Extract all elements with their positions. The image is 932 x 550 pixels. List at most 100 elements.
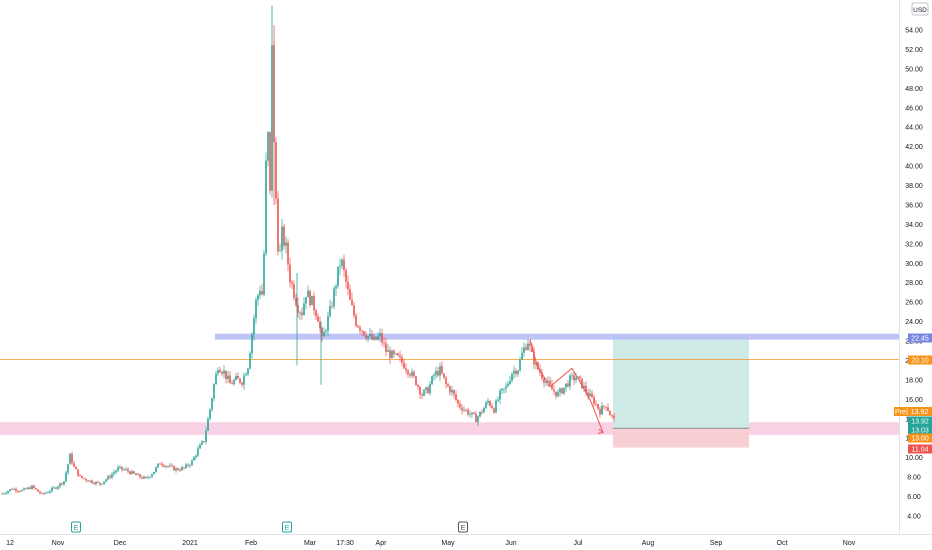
zones-layer [0, 333, 900, 448]
candle [51, 486, 53, 493]
candle [345, 267, 347, 289]
y-tick-label: 24.00 [905, 319, 923, 326]
candle [517, 369, 519, 377]
candle [101, 483, 103, 485]
candle [71, 451, 73, 466]
candle [211, 397, 213, 412]
candle [613, 413, 615, 422]
candle [475, 410, 477, 423]
candle [257, 293, 259, 307]
y-tick-label: 8.00 [907, 475, 921, 482]
candle [567, 379, 569, 388]
candles-layer [1, 5, 615, 496]
candle [151, 473, 153, 479]
candle [37, 489, 39, 492]
candle [477, 415, 479, 427]
candle [195, 454, 197, 460]
price-badge[interactable]: 20.10 [908, 355, 932, 365]
candle [409, 372, 411, 378]
y-tick-label: 30.00 [905, 261, 923, 268]
trend-arrow[interactable] [529, 338, 604, 433]
price-badge-text: 22.45 [911, 336, 929, 343]
candle [203, 441, 205, 443]
candle [291, 279, 293, 290]
candle [569, 373, 571, 391]
resistance-band[interactable] [215, 333, 900, 340]
candle [89, 480, 91, 483]
candle [263, 249, 265, 297]
price-badge[interactable]: 11.04 [908, 444, 932, 454]
candle [103, 481, 105, 486]
candle [379, 328, 381, 343]
candle [61, 482, 63, 486]
y-tick-label: 48.00 [905, 86, 923, 93]
candle [489, 399, 491, 408]
candle [23, 487, 25, 491]
candle [153, 471, 155, 475]
y-tick-label: 34.00 [905, 222, 923, 229]
pre-market-badge[interactable]: Pre 13.92 [894, 407, 932, 416]
price-badge[interactable]: 13.03 [908, 425, 932, 435]
candle [137, 472, 139, 476]
candle [267, 130, 269, 167]
candle [239, 378, 241, 385]
candle [265, 152, 267, 256]
candle [361, 329, 363, 336]
candle [245, 372, 247, 376]
candle [301, 307, 303, 320]
candle [359, 325, 361, 334]
candle [479, 411, 481, 418]
earnings-marker-icon[interactable]: E [71, 521, 81, 533]
candle [455, 390, 457, 402]
candle [315, 308, 317, 320]
y-tick-label: 52.00 [905, 47, 923, 54]
price-badge-text: 13.92 [911, 419, 929, 426]
candle [221, 370, 223, 377]
candle [293, 280, 295, 301]
y-tick-label: 10.00 [905, 455, 923, 462]
candle [385, 337, 387, 357]
candle [415, 375, 417, 387]
x-tick-label: Nov [843, 540, 856, 547]
candle [423, 388, 425, 397]
currency-label[interactable]: USD [911, 2, 929, 16]
candle [213, 383, 215, 402]
candle [611, 414, 613, 419]
y-tick-label: 50.00 [905, 66, 923, 73]
earnings-marker-icon[interactable]: E [282, 521, 292, 533]
candle [337, 266, 339, 289]
candle [143, 475, 145, 480]
candle [149, 476, 151, 479]
candle [305, 297, 307, 310]
long-position-profit-zone[interactable] [613, 336, 749, 429]
earnings-marker-icon[interactable]: E [458, 521, 468, 533]
candle [39, 490, 41, 495]
price-badge[interactable]: 13.00 [908, 433, 932, 443]
candle [141, 475, 143, 480]
candle [375, 336, 377, 341]
y-tick-label: 26.00 [905, 300, 923, 307]
candle [383, 336, 385, 348]
candle [65, 470, 67, 483]
price-badge[interactable]: 13.92 [908, 416, 932, 426]
candle [19, 490, 21, 493]
candle [441, 361, 443, 375]
candle [243, 372, 245, 390]
x-tick-label: 2021 [182, 540, 198, 547]
candle [597, 403, 599, 411]
earnings-marker-text: E [461, 525, 466, 532]
candle [69, 452, 71, 465]
price-badge[interactable]: 22.45 [908, 333, 932, 343]
long-position-loss-zone[interactable] [613, 428, 749, 448]
time-axis[interactable]: 12 Nov Dec 2021 Feb Mar 17:30 Apr May Jun Jul Aug Se… [6, 540, 856, 547]
candle [311, 295, 313, 306]
candle [83, 477, 85, 480]
candle [117, 464, 119, 473]
y-tick-label: 46.00 [905, 105, 923, 112]
candle [229, 370, 231, 384]
candle [329, 299, 331, 318]
candle [157, 463, 159, 469]
support-band[interactable] [0, 422, 900, 435]
